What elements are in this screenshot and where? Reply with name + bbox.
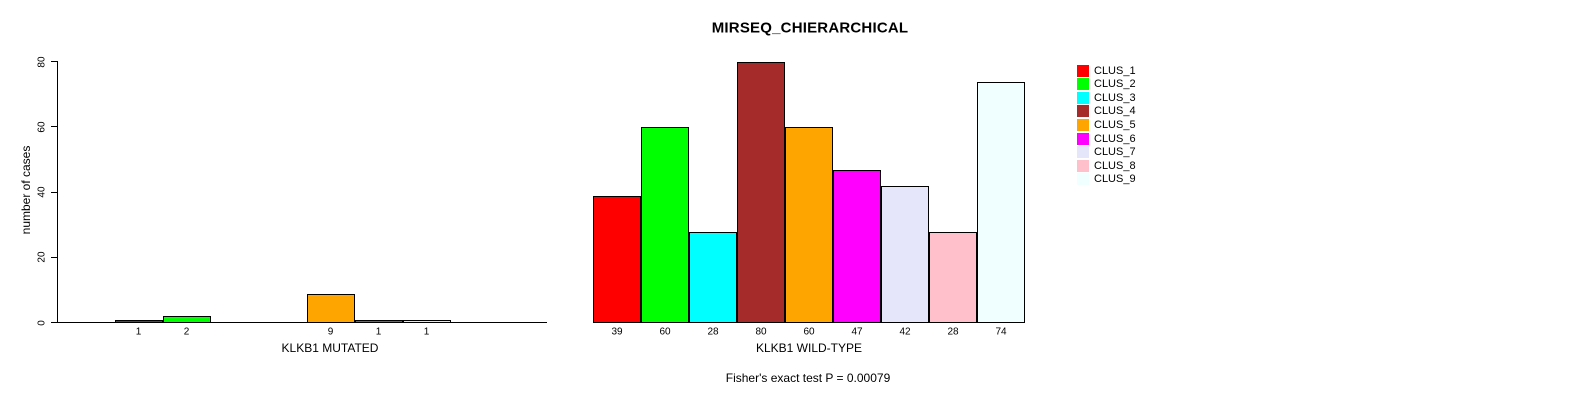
legend-row-clus_4: CLUS_4 [1077,105,1136,118]
legend-row-clus_6: CLUS_6 [1077,132,1136,145]
legend-swatch-clus_9 [1077,173,1089,186]
bar-wildtype-clus_9 [977,81,1025,323]
bar-value-label: 74 [995,326,1007,337]
bar-value-label: 28 [947,326,959,337]
bar-wildtype-clus_4 [737,62,785,323]
legend-swatch-clus_4 [1077,105,1089,118]
legend-swatch-clus_6 [1077,132,1089,145]
legend-swatch-clus_8 [1077,159,1089,172]
legend-label: CLUS_6 [1094,132,1136,145]
x-axis-line-mutated [57,322,547,323]
bar-mutated-clus_1 [114,319,163,323]
bar-value-label: 80 [755,326,767,337]
bar-mutated-clus_6 [354,319,403,323]
bar-mutated-clus_7 [402,319,451,323]
bar-value-label: 28 [707,326,719,337]
bar-value-label: 42 [899,326,911,337]
bar-value-label: 39 [611,326,623,337]
y-tick [51,322,57,323]
bar-mutated-clus_5 [306,293,355,323]
legend-row-clus_3: CLUS_3 [1077,91,1136,104]
y-tick [51,191,57,193]
legend-label: CLUS_7 [1094,146,1136,159]
legend-row-clus_5: CLUS_5 [1077,118,1136,131]
bar-value-label: 9 [327,326,334,337]
legend-row-clus_2: CLUS_2 [1077,78,1136,91]
legend-row-clus_9: CLUS_9 [1077,173,1136,186]
y-tick [51,61,57,62]
bar-value-label: 1 [375,326,382,337]
legend-swatch-clus_5 [1077,118,1089,131]
fisher-test-caption: Fisher's exact test P = 0.00079 [725,371,891,385]
legend-row-clus_7: CLUS_7 [1077,146,1136,159]
x-axis-label-mutated: KLKB1 MUTATED [281,341,379,355]
legend-swatch-clus_7 [1077,146,1089,159]
legend-swatch-clus_2 [1077,78,1089,91]
bar-value-label: 60 [659,326,671,337]
bar-wildtype-clus_3 [689,231,737,323]
legend-row-clus_8: CLUS_8 [1077,159,1136,172]
legend-label: CLUS_9 [1094,173,1136,186]
legend-row-clus_1: CLUS_1 [1077,64,1136,77]
legend-label: CLUS_2 [1094,78,1136,91]
legend-label: CLUS_4 [1094,105,1136,118]
bar-wildtype-clus_2 [641,127,689,323]
y-tick [51,126,57,128]
bar-value-label: 2 [183,326,190,337]
legend-label: CLUS_3 [1094,91,1136,104]
bar-value-label: 60 [803,326,815,337]
legend-swatch-clus_3 [1077,91,1089,104]
x-axis-label-wildtype: KLKB1 WILD-TYPE [755,341,863,355]
bar-value-label: 47 [851,326,863,337]
bar-value-label: 1 [423,326,430,337]
bar-wildtype-clus_6 [833,169,881,323]
legend-swatch-clus_1 [1077,64,1089,77]
bar-wildtype-clus_7 [881,185,929,323]
y-axis-line [57,61,58,323]
bar-mutated-clus_2 [162,316,211,323]
bar-wildtype-clus_5 [785,127,833,323]
bar-value-label: 1 [135,326,142,337]
bar-wildtype-clus_1 [593,195,641,323]
legend-label: CLUS_8 [1094,159,1136,172]
y-tick [51,256,57,258]
chart-title: MIRSEQ_CHIERARCHICAL [711,19,909,37]
bar-wildtype-clus_8 [929,231,977,323]
legend-label: CLUS_5 [1094,118,1136,131]
legend-label: CLUS_1 [1094,64,1136,77]
